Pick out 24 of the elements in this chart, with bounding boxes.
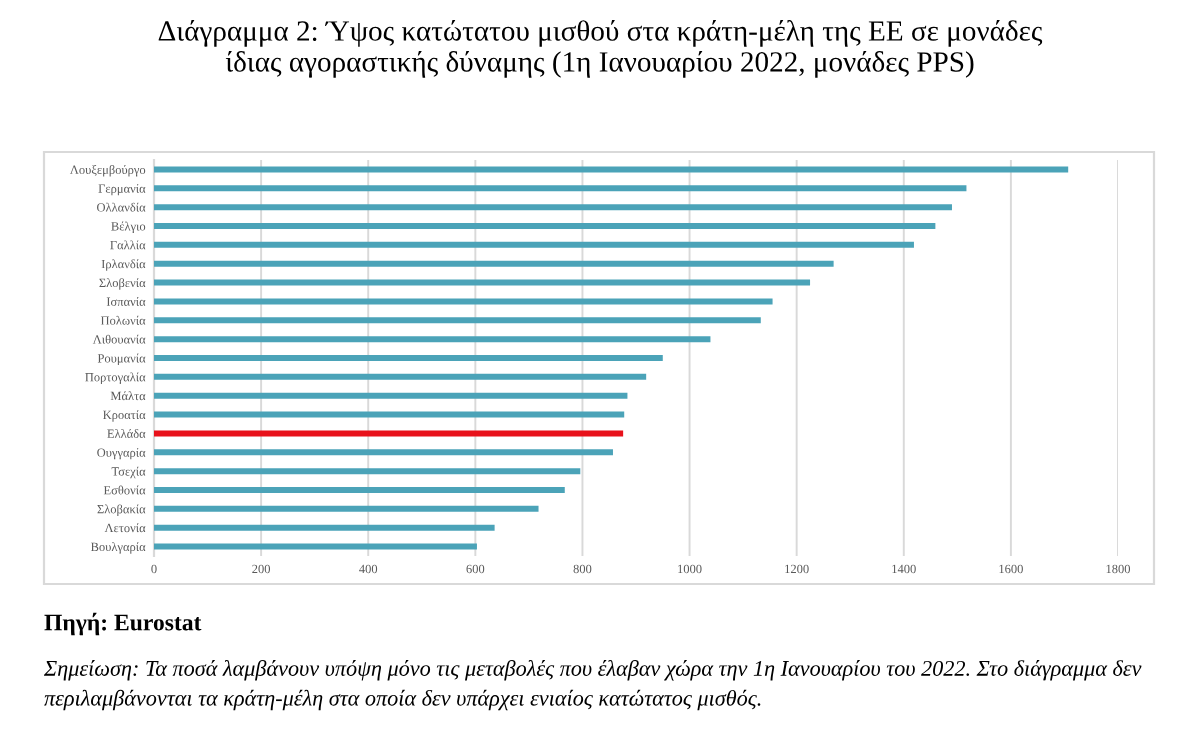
bar: [154, 279, 811, 286]
bar: [154, 354, 663, 362]
bar: [154, 411, 625, 418]
bar: [154, 260, 834, 267]
bar: [154, 430, 624, 437]
bar: [154, 392, 628, 399]
bar: [154, 524, 495, 531]
text: Σημείωση: Τα ποσά λαμβάνουν υπόψη μόνο τις μεταβολές που έλαβαν χώρα την 1η Ιανουαρίου του 2022. Στο διάγραμμα δεν περιλαμβάνονται τα κράτη-μέλη στα οποία δεν υπάρχει ενιαίος κατώτατος μισθός.: [43, 660, 1142, 711]
bar: [154, 336, 711, 343]
bar: [154, 486, 565, 494]
bar: [154, 468, 581, 475]
bar: [154, 317, 761, 324]
bar: [154, 505, 539, 512]
bar: [154, 298, 773, 305]
bar: [154, 373, 647, 380]
bar: [154, 543, 477, 550]
bar: [154, 185, 967, 192]
chart-title: Διάγραμμα 2: Ύψος κατώτατου μισθού στα κράτη-μέλη της ΕΕ σε μονάδες ίδιας αγοραστικής δύναμης (1η Ιανουαρίου 2022, μονάδες PPS): [158, 20, 1043, 78]
bar: [154, 449, 613, 456]
bar: [154, 241, 914, 248]
bar: [154, 204, 952, 211]
bar: [154, 222, 936, 230]
text: Πηγή: Eurostat: [44, 612, 202, 636]
bar: [154, 166, 1069, 173]
